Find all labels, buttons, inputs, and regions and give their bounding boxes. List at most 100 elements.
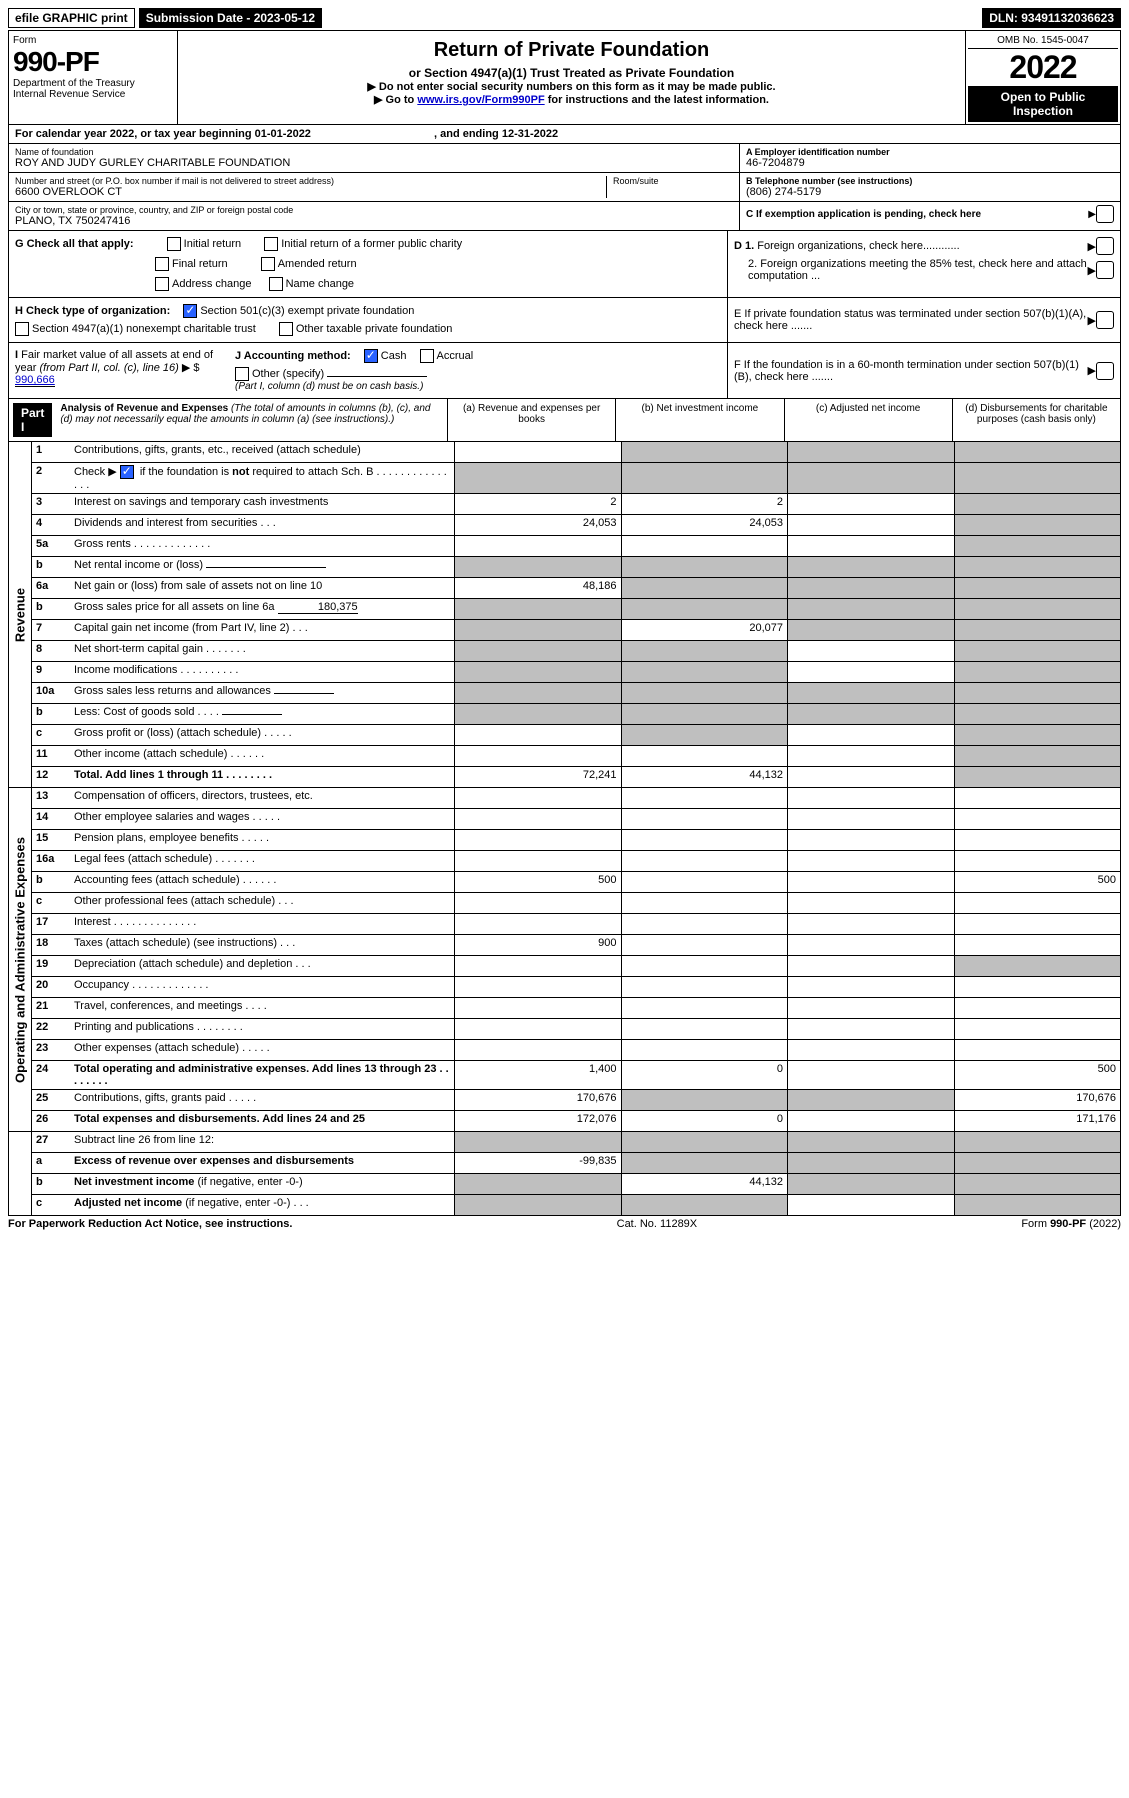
l26-a: 172,076 (454, 1111, 621, 1131)
ein-label: A Employer identification number (746, 147, 1114, 157)
line-25-desc: Contributions, gifts, grants paid . . . … (70, 1090, 454, 1110)
omb-number: OMB No. 1545-0047 (968, 33, 1118, 49)
l6a-a: 48,186 (454, 578, 621, 598)
expenses-table: Operating and Administrative Expenses 13… (8, 788, 1121, 1132)
city-label: City or town, state or province, country… (15, 205, 733, 215)
instruction-2: ▶ Go to www.irs.gov/Form990PF for instru… (182, 93, 961, 106)
final-return-label: Final return (172, 258, 228, 270)
cash-checkbox[interactable] (364, 349, 378, 363)
calendar-year-row: For calendar year 2022, or tax year begi… (8, 125, 1121, 144)
l26-d: 171,176 (954, 1111, 1121, 1131)
line-2-desc: Check ▶ if the foundation is not require… (70, 463, 454, 493)
line-16a-desc: Legal fees (attach schedule) . . . . . .… (70, 851, 454, 871)
line-16b-desc: Accounting fees (attach schedule) . . . … (70, 872, 454, 892)
initial-return-checkbox[interactable] (167, 237, 181, 251)
operating-side-label: Operating and Administrative Expenses (9, 788, 32, 1131)
l27b-b: 44,132 (621, 1174, 788, 1194)
phone-label: B Telephone number (see instructions) (746, 176, 1114, 186)
arrow-icon: ▶ (1088, 209, 1096, 220)
initial-former-label: Initial return of a former public charit… (281, 238, 462, 250)
cal-begin: 01-01-2022 (255, 128, 311, 140)
line-22-desc: Printing and publications . . . . . . . … (70, 1019, 454, 1039)
l24-b: 0 (621, 1061, 788, 1089)
line-5a-desc: Gross rents . . . . . . . . . . . . . (70, 536, 454, 556)
line-20-desc: Occupancy . . . . . . . . . . . . . (70, 977, 454, 997)
arrow-icon: ▶ (1088, 264, 1096, 277)
d2-label: 2. Foreign organizations meeting the 85%… (734, 258, 1088, 282)
j-label: J Accounting method: (235, 350, 351, 362)
top-bar: efile GRAPHIC print Submission Date - 20… (8, 8, 1121, 28)
501c3-label: Section 501(c)(3) exempt private foundat… (200, 305, 414, 317)
efile-box: efile GRAPHIC print (8, 8, 135, 28)
line-1-desc: Contributions, gifts, grants, etc., rece… (70, 442, 454, 462)
line-27c-desc: Adjusted net income (if negative, enter … (70, 1195, 454, 1215)
col-b-header: (b) Net investment income (615, 399, 783, 441)
schb-checkbox[interactable] (120, 465, 134, 479)
street-address: 6600 OVERLOOK CT (15, 186, 606, 198)
l24-a: 1,400 (454, 1061, 621, 1089)
4947-label: Section 4947(a)(1) nonexempt charitable … (32, 323, 256, 335)
address-label: Number and street (or P.O. box number if… (15, 176, 606, 186)
l24-d: 500 (954, 1061, 1121, 1089)
col-d-header: (d) Disbursements for charitable purpose… (952, 399, 1120, 441)
arrow-icon: ▶ (1088, 314, 1096, 327)
form-label: Form (13, 35, 173, 46)
instr2-suffix: for instructions and the latest informat… (545, 94, 769, 106)
col-c-header: (c) Adjusted net income (784, 399, 952, 441)
part1-badge: Part I (13, 403, 52, 437)
revenue-side-label: Revenue (9, 442, 32, 787)
line-10b-desc: Less: Cost of goods sold . . . . (70, 704, 454, 724)
line-3-desc: Interest on savings and temporary cash i… (70, 494, 454, 514)
other-method-checkbox[interactable] (235, 367, 249, 381)
l18-a: 900 (454, 935, 621, 955)
line-13-desc: Compensation of officers, directors, tru… (70, 788, 454, 808)
e-label: E If private foundation status was termi… (734, 308, 1088, 332)
line27-table: 27Subtract line 26 from line 12: aExcess… (8, 1132, 1121, 1216)
j-note: (Part I, column (d) must be on cash basi… (235, 381, 721, 392)
l26-b: 0 (621, 1111, 788, 1131)
fmv-value[interactable]: 990,666 (15, 374, 55, 387)
amended-return-label: Amended return (278, 258, 357, 270)
exemption-pending-label: C If exemption application is pending, c… (746, 209, 1088, 220)
phone-value: (806) 274-5179 (746, 186, 1114, 198)
status-terminated-checkbox[interactable] (1096, 311, 1114, 329)
address-change-checkbox[interactable] (155, 277, 169, 291)
ein-value: 46-7204879 (746, 157, 1114, 169)
exemption-pending-checkbox[interactable] (1096, 205, 1114, 223)
foreign-org-checkbox[interactable] (1096, 237, 1114, 255)
cal-mid: , and ending (431, 128, 502, 140)
final-return-checkbox[interactable] (155, 257, 169, 271)
section-h-row: H Check type of organization: Section 50… (8, 298, 1121, 343)
line-15-desc: Pension plans, employee benefits . . . .… (70, 830, 454, 850)
open-public-badge: Open to Public Inspection (968, 86, 1118, 122)
initial-former-checkbox[interactable] (264, 237, 278, 251)
part1-title: Analysis of Revenue and Expenses (60, 403, 228, 414)
name-label: Name of foundation (15, 147, 733, 157)
other-taxable-label: Other taxable private foundation (296, 323, 453, 335)
foreign-85-checkbox[interactable] (1096, 261, 1114, 279)
other-taxable-checkbox[interactable] (279, 322, 293, 336)
accrual-checkbox[interactable] (420, 349, 434, 363)
form990pf-link[interactable]: www.irs.gov/Form990PF (417, 94, 544, 106)
line-10a-desc: Gross sales less returns and allowances (70, 683, 454, 703)
room-label: Room/suite (613, 176, 733, 186)
irs-label: Internal Revenue Service (13, 89, 173, 100)
line-6a-desc: Net gain or (loss) from sale of assets n… (70, 578, 454, 598)
footer-center: Cat. No. 11289X (617, 1218, 698, 1230)
501c3-checkbox[interactable] (183, 304, 197, 318)
line-11-desc: Other income (attach schedule) . . . . .… (70, 746, 454, 766)
l12-b: 44,132 (621, 767, 788, 787)
name-change-checkbox[interactable] (269, 277, 283, 291)
line-23-desc: Other expenses (attach schedule) . . . .… (70, 1040, 454, 1060)
line-19-desc: Depreciation (attach schedule) and deple… (70, 956, 454, 976)
form-subtitle: or Section 4947(a)(1) Trust Treated as P… (182, 66, 961, 80)
l25-d: 170,676 (954, 1090, 1121, 1110)
form-title: Return of Private Foundation (182, 39, 961, 62)
4947-checkbox[interactable] (15, 322, 29, 336)
f-label: F If the foundation is in a 60-month ter… (734, 359, 1088, 383)
60-month-checkbox[interactable] (1096, 362, 1114, 380)
name-change-label: Name change (286, 278, 355, 290)
amended-return-checkbox[interactable] (261, 257, 275, 271)
line-5b-desc: Net rental income or (loss) (70, 557, 454, 577)
accrual-label: Accrual (437, 350, 474, 362)
